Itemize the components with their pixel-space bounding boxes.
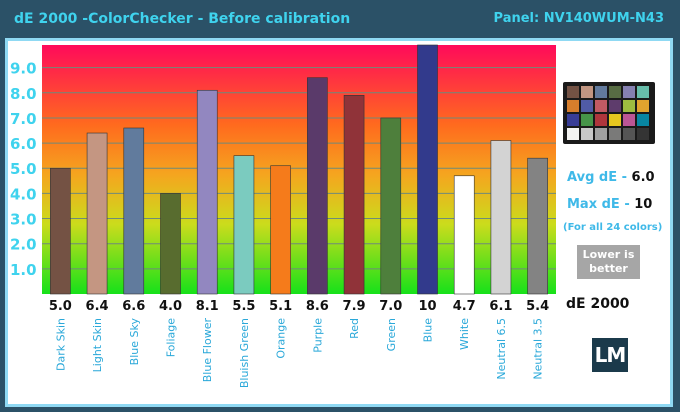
value-label: 7.9 [343,299,366,314]
value-label: 4.7 [453,299,476,314]
y-tick-label: 8.0 [10,85,37,103]
bar [123,127,145,295]
value-labels: 5.0 6.4 6.6 4.0 8.1 5.5 5.1 8.6 7.9 7.0 10 4.7 6.1 5.… [49,299,549,314]
y-tick-label: 7.0 [10,110,37,128]
category-label: Purple [311,318,324,353]
color-swatch [623,86,635,98]
y-tick-label: 5.0 [10,160,37,178]
color-swatch [609,114,621,126]
color-swatch [623,100,635,112]
value-label: 8.1 [196,299,219,314]
bar [453,175,475,295]
color-swatch [623,128,635,140]
color-swatch [581,114,593,126]
category-labels: Dark Skin Light Skin Blue Sky Foliage Blue F… [54,318,544,389]
category-label: Dark Skin [54,318,67,371]
y-tick-label: 6.0 [10,135,37,153]
value-label: 6.6 [122,299,145,314]
value-label: 7.0 [379,299,402,314]
color-swatch [567,128,579,140]
category-label: White [458,318,471,350]
value-label: 10 [418,299,436,314]
color-swatch [581,128,593,140]
color-swatch [595,114,607,126]
color-swatch [623,114,635,126]
colorchecker-swatch-grid [563,82,655,144]
category-label: Blue Sky [128,318,141,366]
category-label: Bluish Green [238,318,251,388]
max-de: Max dE - 10 [567,197,653,212]
category-label: Foliage [165,318,178,358]
value-label: 5.5 [232,299,255,314]
value-label: 8.6 [306,299,329,314]
category-label: Neutral 3.5 [532,318,545,380]
y-tick-label: 1.0 [10,261,37,279]
value-label: 6.1 [489,299,512,314]
color-swatch [595,86,607,98]
bar [86,132,108,295]
category-label: Light Skin [91,318,104,372]
panel-model: Panel: NV140WUM-N43 [493,11,664,26]
color-swatch [567,114,579,126]
chart-title: dE 2000 -ColorChecker - Before calibrati… [14,11,351,27]
lower-is-better-badge: Lower is better [577,245,640,279]
value-label: 4.0 [159,299,182,314]
color-swatch [567,86,579,98]
laptopmedia-logo: LM [592,338,628,372]
color-swatch [609,86,621,98]
y-axis: 1.0 2.0 3.0 4.0 5.0 6.0 7.0 8.0 9.0 [10,60,37,279]
y-tick-label: 9.0 [10,60,37,78]
value-label: 6.4 [86,299,109,314]
bar [50,167,71,295]
metric-label: dE 2000 [566,296,630,312]
sample-note: (For all 24 colors) [563,222,663,233]
y-tick-label: 4.0 [10,185,37,203]
bar [527,157,548,295]
category-label: Red [348,318,361,339]
bar [490,140,512,295]
y-tick-label: 2.0 [10,236,37,254]
color-swatch [595,128,607,140]
color-swatch [637,86,649,98]
category-label: Orange [275,318,288,359]
y-tick-label: 3.0 [10,211,37,229]
category-label: Blue [422,318,435,343]
color-swatch [595,100,607,112]
bar [343,95,365,295]
color-swatch [637,100,649,112]
color-swatch [637,128,649,140]
color-swatch [581,100,593,112]
value-label: 5.0 [49,299,72,314]
category-label: Blue Flower [201,318,214,383]
avg-de: Avg dE - 6.0 [567,170,655,185]
bar [307,77,328,295]
color-swatch [567,100,579,112]
value-label: 5.4 [526,299,549,314]
bar [233,155,255,295]
bar [160,193,181,295]
bar [196,89,218,295]
bars [50,44,548,295]
color-swatch [609,100,621,112]
value-label: 5.1 [269,299,292,314]
bar [380,117,402,295]
plot-background [42,45,556,294]
color-swatch [581,86,593,98]
bar [270,165,291,295]
color-swatch [637,114,649,126]
category-label: Green [385,318,398,351]
bar [417,44,438,295]
category-label: Neutral 6.5 [495,318,508,380]
color-swatch [609,128,621,140]
